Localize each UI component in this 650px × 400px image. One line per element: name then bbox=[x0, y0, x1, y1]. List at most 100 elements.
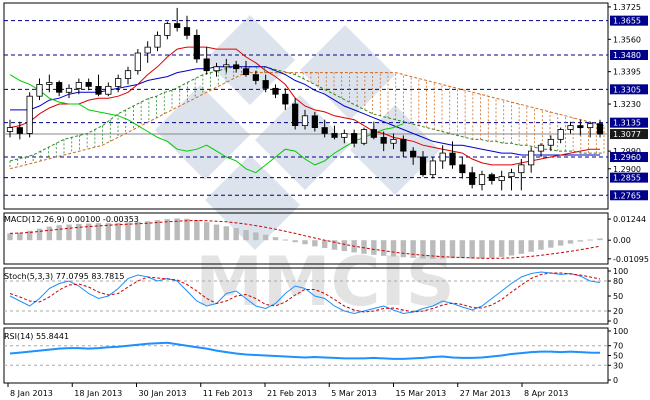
stoch-label: Stoch(5,3,3) 77.0795 83.7815 bbox=[4, 272, 124, 281]
rsi-tick-label: 30 bbox=[613, 361, 623, 370]
stoch-tick-label: 50 bbox=[613, 292, 623, 301]
price-label-box bbox=[610, 172, 648, 183]
rsi-tick-label: 50 bbox=[613, 352, 623, 361]
candle-body bbox=[262, 80, 269, 89]
price-tick-label: 1.3077 bbox=[613, 130, 641, 139]
price-tick-label: 1.3480 bbox=[613, 51, 641, 60]
candle-body bbox=[488, 174, 495, 181]
macd-bar bbox=[135, 221, 141, 241]
macd-bar bbox=[46, 226, 53, 241]
price-tick-label: 1.3725 bbox=[613, 3, 641, 12]
candle-body bbox=[6, 127, 14, 132]
macd-bar bbox=[272, 237, 279, 241]
candle-body bbox=[85, 82, 92, 87]
price-label-box bbox=[610, 15, 648, 26]
candle-body bbox=[105, 85, 112, 95]
rsi-tick-label: 70 bbox=[613, 342, 623, 351]
macd-bar bbox=[164, 219, 171, 241]
candle-body bbox=[272, 87, 279, 95]
macd-bar bbox=[548, 240, 554, 248]
price-panel-frame bbox=[3, 2, 609, 210]
senkou-span-a bbox=[9, 66, 604, 162]
candle-body bbox=[390, 138, 397, 144]
macd-bar bbox=[528, 240, 534, 252]
candle-body bbox=[144, 46, 151, 54]
candle-body bbox=[351, 133, 358, 144]
macd-bar bbox=[498, 240, 505, 257]
candle-body bbox=[547, 138, 554, 146]
candle-body bbox=[557, 129, 564, 140]
candle-body bbox=[321, 127, 328, 134]
candle-body bbox=[56, 82, 63, 93]
candle-body bbox=[282, 93, 289, 105]
price-tick-label: 1.2900 bbox=[613, 165, 641, 174]
macd-bar bbox=[56, 225, 62, 241]
chikou-span-line bbox=[9, 74, 404, 174]
price-tick-label: 1.3395 bbox=[613, 68, 641, 77]
macd-bar bbox=[469, 240, 475, 259]
candle-body bbox=[65, 87, 73, 93]
macd-bar bbox=[253, 232, 259, 241]
price-tick-label: 1.3230 bbox=[613, 100, 641, 109]
macd-bar bbox=[587, 239, 593, 241]
macd-bar bbox=[567, 240, 574, 244]
candle-body bbox=[36, 84, 43, 97]
candle-body bbox=[233, 64, 240, 70]
macd-bar bbox=[557, 240, 564, 246]
candle-body bbox=[596, 123, 604, 135]
macd-bar bbox=[459, 240, 466, 259]
candle-body bbox=[518, 164, 525, 174]
price-tick-label: 1.2990 bbox=[613, 147, 641, 156]
macd-bar bbox=[292, 240, 298, 243]
macd-panel: 0.01244 0.00 -0.01095 bbox=[7, 215, 649, 264]
macd-bar bbox=[213, 224, 220, 241]
macd-tick-label: 0.01244 bbox=[613, 215, 646, 224]
macd-bar bbox=[76, 223, 82, 241]
macd-bar bbox=[331, 240, 338, 250]
macd-bar bbox=[371, 240, 377, 255]
price-label-box bbox=[610, 49, 648, 60]
candle-body bbox=[341, 133, 348, 138]
candle-body bbox=[449, 152, 456, 166]
watermark-logo-icon bbox=[155, 15, 440, 250]
macd-tick-label: -0.01095 bbox=[613, 255, 649, 264]
macd-bar bbox=[233, 227, 239, 241]
date-tick-label: 27 Mar 2013 bbox=[460, 389, 511, 398]
price-tick-label: 1.2960 bbox=[613, 153, 641, 162]
price-tick-label: 1.2765 bbox=[613, 191, 641, 200]
date-tick-label: 15 Mar 2013 bbox=[396, 389, 447, 398]
price-label-box bbox=[610, 152, 648, 163]
macd-bar bbox=[597, 238, 603, 241]
candle-body bbox=[567, 125, 574, 130]
rsi-tick-label: 100 bbox=[613, 327, 628, 336]
date-tick-label: 30 Jan 2013 bbox=[139, 389, 187, 398]
macd-bar bbox=[223, 226, 230, 241]
macd-bar bbox=[262, 234, 269, 241]
macd-bar bbox=[508, 240, 515, 256]
price-label-box bbox=[610, 190, 648, 201]
macd-label: MACD(12,26,9) 0.00100 -0.00353 bbox=[4, 215, 139, 224]
macd-bar bbox=[312, 240, 318, 247]
candle-body bbox=[46, 82, 53, 85]
macd-bar bbox=[479, 240, 485, 259]
macd-bar bbox=[194, 220, 200, 241]
macd-tick-label: 0.00 bbox=[613, 236, 631, 245]
rsi-tick-label: 0 bbox=[613, 376, 618, 385]
macd-bar bbox=[95, 223, 102, 241]
candle-body bbox=[242, 68, 250, 76]
macd-bar bbox=[154, 220, 161, 241]
candle-body bbox=[26, 95, 33, 134]
macd-bar bbox=[430, 240, 436, 259]
stoch-main-line bbox=[9, 271, 601, 315]
candle-body bbox=[587, 123, 594, 128]
macd-bar bbox=[203, 222, 210, 241]
candle-body bbox=[95, 85, 102, 95]
macd-bar bbox=[410, 240, 416, 258]
candle-body bbox=[380, 136, 387, 144]
candle-body bbox=[292, 103, 299, 127]
candle-body bbox=[469, 172, 476, 185]
date-tick-label: 21 Feb 2013 bbox=[267, 389, 317, 398]
tenkan-sen-line bbox=[9, 46, 600, 166]
senkou-span-b bbox=[9, 72, 605, 170]
